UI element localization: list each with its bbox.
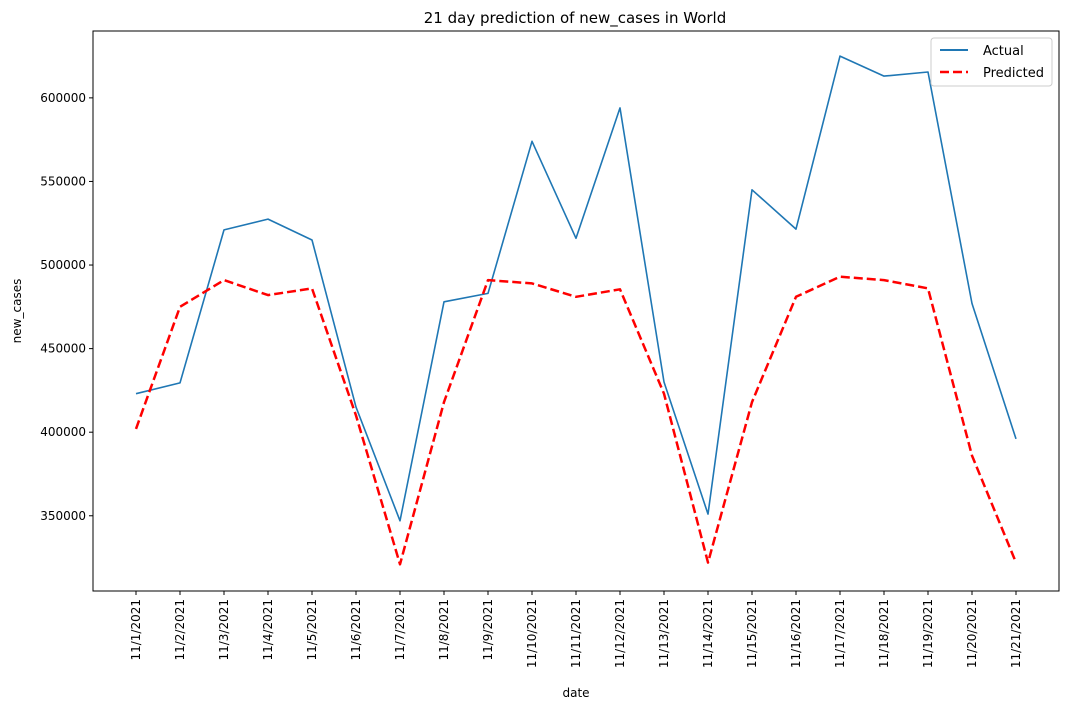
x-tick-label: 11/13/2021: [657, 599, 671, 668]
y-tick-label: 550000: [40, 174, 86, 188]
y-tick-label: 600000: [40, 91, 86, 105]
x-tick-label: 11/16/2021: [789, 599, 803, 668]
x-tick-label: 11/7/2021: [393, 599, 407, 661]
x-axis-ticks: 11/1/2021 11/2/2021 11/3/2021 11/4/2021 11/5…: [129, 591, 1023, 668]
y-axis-title: new_cases: [10, 279, 24, 344]
y-tick-label: 500000: [40, 258, 86, 272]
x-tick-label: 11/1/2021: [129, 599, 143, 661]
y-tick-label: 450000: [40, 342, 86, 356]
y-tick-label: 350000: [40, 509, 86, 523]
plot-frame: [92, 30, 1060, 592]
x-tick-label: 11/2/2021: [173, 599, 187, 661]
x-tick-label: 11/11/2021: [569, 599, 583, 668]
x-tick-label: 11/8/2021: [437, 599, 451, 661]
y-tick-label: 400000: [40, 425, 86, 439]
x-tick-label: 11/12/2021: [613, 599, 627, 668]
legend: Actual Predicted: [930, 37, 1053, 87]
x-tick-label: 11/14/2021: [701, 599, 715, 668]
series-line-predicted: [134, 275, 1018, 566]
series-line-actual: [135, 55, 1017, 522]
legend-label-predicted: Predicted: [983, 66, 1044, 81]
x-tick-label: 11/3/2021: [217, 599, 231, 661]
x-tick-label: 11/6/2021: [349, 599, 363, 661]
x-tick-label: 11/15/2021: [745, 599, 759, 668]
series-layer: [134, 55, 1018, 566]
x-tick-label: 11/20/2021: [965, 599, 979, 668]
x-tick-label: 11/10/2021: [525, 599, 539, 668]
x-tick-label: 11/17/2021: [833, 599, 847, 668]
x-axis-title: date: [562, 686, 589, 700]
chart-title: 21 day prediction of new_cases in World: [424, 9, 726, 28]
x-tick-label: 11/5/2021: [305, 599, 319, 661]
x-tick-label: 11/4/2021: [261, 599, 275, 661]
y-axis-ticks: 350000 400000 450000 500000 550000 600000: [40, 91, 93, 523]
x-tick-label: 11/21/2021: [1009, 599, 1023, 668]
legend-label-actual: Actual: [983, 44, 1024, 59]
x-tick-label: 11/9/2021: [481, 599, 495, 661]
x-tick-label: 11/19/2021: [921, 599, 935, 668]
x-tick-label: 11/18/2021: [877, 599, 891, 668]
